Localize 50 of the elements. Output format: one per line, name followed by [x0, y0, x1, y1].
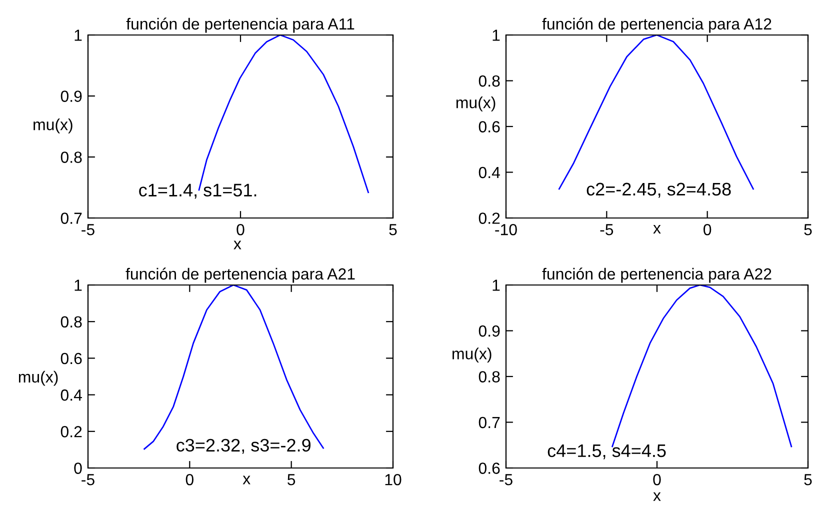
y-tick-label: 0.4	[478, 166, 500, 178]
chart-title: función de pertenencia para A21	[126, 268, 355, 283]
y-tick-label: 0.2	[60, 426, 82, 438]
x-axis-title: x	[653, 492, 661, 501]
x-axis-title: x	[653, 225, 661, 234]
y-tick-label: 0.8	[60, 152, 82, 163]
y-tick-label: 1	[74, 30, 82, 41]
y-tick-label: 0	[74, 462, 82, 474]
x-tick-label: 5	[804, 474, 812, 486]
y-tick-label: 0.8	[478, 75, 500, 87]
y-axis-title: mu(x)	[456, 96, 496, 112]
y-tick-label: 0.6	[478, 121, 500, 132]
annotation: c4=1.5, s4=4.5	[548, 444, 666, 460]
x-tick-label: -5	[600, 224, 614, 236]
y-axis-title: mu(x)	[452, 348, 492, 363]
x-tick-label: 0	[653, 474, 661, 486]
y-tick-label: 0.4	[60, 389, 82, 401]
annotation: c2=-2.45, s2=4.58	[586, 182, 731, 198]
chart-title: función de pertenencia para A22	[542, 268, 772, 283]
y-tick-label: 1	[74, 280, 82, 291]
x-axis-title: x	[242, 476, 250, 484]
y-tick-label: 0.8	[60, 316, 82, 328]
annotation: c1=1.4, s1=51.	[139, 184, 256, 199]
x-tick-label: -10	[495, 224, 517, 236]
chart-title: función de pertenencia para A12	[542, 18, 772, 33]
x-tick-label: 5	[389, 224, 397, 236]
x-tick-label: 10	[385, 474, 402, 486]
y-tick-label: 0.7	[478, 416, 500, 428]
y-tick-label: 1	[492, 280, 500, 291]
x-tick-label: 0	[704, 224, 712, 236]
y-tick-label: 1	[492, 30, 500, 41]
x-tick-label: -5	[82, 224, 94, 236]
x-tick-label: 5	[804, 224, 812, 236]
y-tick-label: 0.9	[60, 90, 82, 102]
y-tick-label: 0.2	[478, 212, 500, 224]
x-tick-label: -5	[500, 474, 512, 486]
annotation: c3=2.32, s3=-2.9	[176, 438, 310, 454]
x-tick-label: 0	[236, 224, 244, 236]
y-tick-label: 0.8	[478, 371, 500, 382]
y-axis-title: mu(x)	[34, 118, 72, 134]
chart-title: función de pertenencia para A11	[126, 18, 354, 33]
y-tick-label: 0.9	[478, 325, 500, 337]
y-tick-label: 0.6	[478, 462, 500, 474]
y-tick-label: 0.7	[60, 212, 82, 224]
x-tick-label: -5	[82, 474, 94, 486]
x-tick-label: 0	[186, 474, 194, 486]
x-tick-label: 5	[288, 474, 296, 486]
y-tick-label: 0.6	[60, 352, 82, 364]
x-axis-title: x	[234, 240, 242, 250]
y-axis-title: mu(x)	[18, 370, 58, 386]
